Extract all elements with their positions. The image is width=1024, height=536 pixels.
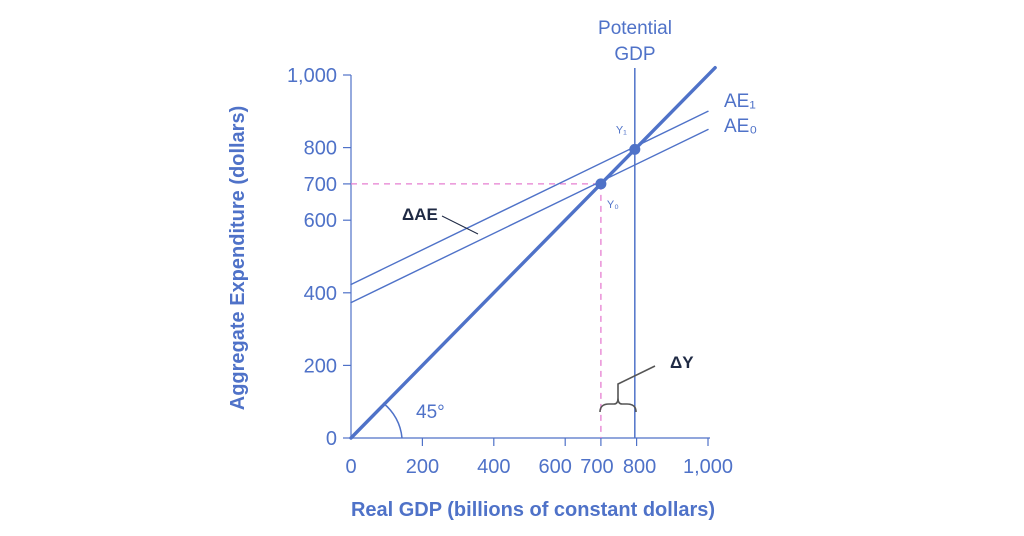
y-tick-label: 1,000 (287, 65, 337, 87)
y-tick-label: 0 (326, 428, 337, 450)
y-tick-label: 700 (304, 174, 337, 196)
series-line-AE₀ (350, 128, 709, 304)
series-line-AE₁ (350, 110, 709, 286)
y-axis-title: Aggregate Expenditure (dollars) (227, 106, 249, 411)
x-ticks: 0 200 400 600 700 800 1,000 (345, 438, 733, 478)
series-label-ae0: AE₀ (724, 116, 757, 137)
y-tick-label: 800 (304, 138, 337, 160)
line-45-degree (349, 66, 717, 440)
y-axis: 0 200 400 600 700 800 1,000 (287, 65, 352, 450)
angle-label: 45° (416, 402, 445, 423)
x-axis: 0 200 400 600 700 800 1,000 (345, 437, 733, 478)
point-y0 (595, 178, 607, 190)
x-tick-label: 400 (477, 456, 510, 478)
delta-y-label: ΔY (670, 353, 694, 372)
equilibrium-points: Y₀ Y₁ (595, 124, 641, 211)
y-tick-label: 400 (304, 283, 337, 305)
y-ticks: 0 200 400 600 700 800 1,000 (287, 65, 351, 450)
x-tick-label: 700 (580, 456, 613, 478)
delta-ae-label: ΔAE (402, 205, 438, 224)
potential-gdp-label-line1: Potential (598, 18, 672, 39)
potential-gdp-label-line2: GDP (614, 44, 655, 65)
delta-y-brace (599, 365, 656, 413)
point-y1 (629, 143, 641, 155)
x-axis-title: Real GDP (billions of constant dollars) (351, 499, 715, 521)
x-tick-label: 200 (406, 456, 439, 478)
x-tick-label: 600 (539, 456, 572, 478)
angle-arc (382, 402, 403, 439)
point-label-y0: Y₀ (607, 199, 619, 211)
delta-ae-pointer (441, 215, 479, 235)
y-tick-label: 200 (304, 355, 337, 377)
series-lines: AE₁ AE₀ (349, 66, 757, 440)
x-tick-label: 1,000 (683, 456, 733, 478)
y-tick-label: 600 (304, 210, 337, 232)
dashed-guides (351, 183, 602, 438)
point-label-y1: Y₁ (616, 124, 627, 136)
x-tick-label: 0 (345, 456, 356, 478)
x-tick-label: 800 (623, 456, 656, 478)
series-label-ae1: AE₁ (724, 91, 756, 112)
